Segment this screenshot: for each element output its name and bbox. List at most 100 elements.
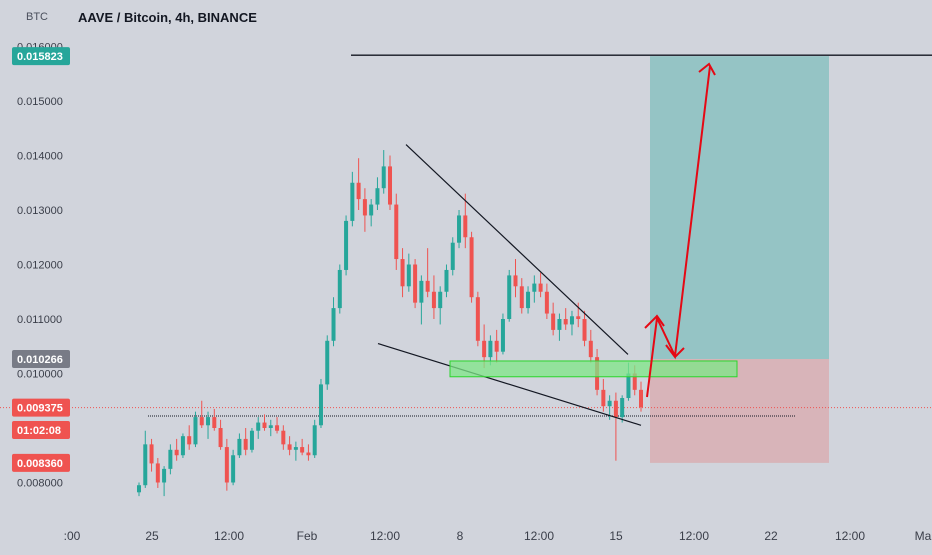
candle [425, 248, 430, 298]
candle-body [300, 447, 305, 453]
candle-body [419, 280, 424, 303]
candle-body [243, 438, 248, 450]
candle-body [563, 319, 568, 325]
candle-body [137, 485, 141, 493]
x-tick-label: 12:00 [214, 529, 244, 543]
price-tag[interactable]: 01:02:08 [12, 421, 70, 439]
candle [206, 411, 211, 439]
candle-body [331, 308, 336, 341]
price-tag[interactable]: 0.015823 [12, 47, 70, 66]
candle-body [463, 215, 468, 238]
candle-body [551, 313, 556, 330]
candle [155, 457, 160, 488]
candle [538, 272, 543, 298]
candle-body [507, 275, 512, 319]
candle-body [237, 438, 242, 456]
candle [344, 215, 349, 276]
candle-body [206, 417, 211, 426]
candle [300, 438, 305, 456]
candle-body [394, 204, 399, 260]
x-tick-label: Mar [915, 529, 932, 543]
candle-body [613, 400, 618, 418]
candle-body [199, 417, 204, 426]
candle [193, 411, 198, 448]
support-zone-box [449, 360, 738, 378]
candle-body [607, 400, 612, 407]
candle-body [388, 166, 392, 205]
candle-body [538, 283, 543, 292]
candle [532, 275, 537, 303]
candle [256, 417, 261, 439]
candle [563, 308, 568, 330]
price-tag[interactable]: 0.008360 [12, 453, 70, 472]
candle-body [588, 340, 593, 358]
candle-body [569, 316, 574, 325]
candle [419, 275, 424, 325]
x-tick-label: 25 [145, 529, 159, 543]
candle-body [400, 259, 405, 287]
candle-body [626, 373, 631, 399]
candle [639, 381, 643, 412]
candle [187, 425, 192, 450]
candle-body [482, 340, 487, 358]
candle [325, 335, 330, 390]
candle [331, 297, 336, 347]
candle [582, 310, 587, 347]
target-zone [650, 56, 829, 360]
candle-body [544, 291, 549, 314]
candle-body [193, 417, 198, 445]
candle-body [268, 425, 273, 428]
y-tick-label: 0.008000 [17, 478, 63, 490]
y-tick-label: 0.011000 [17, 314, 62, 326]
y-tick-label: 0.013000 [17, 205, 63, 217]
candle-body [601, 389, 606, 407]
candle [318, 378, 323, 428]
candle-body [143, 444, 148, 486]
price-tag-label: 0.015823 [17, 51, 63, 63]
price-tag-background [12, 421, 70, 439]
candle [500, 313, 505, 355]
candle [275, 417, 280, 434]
candle-body [293, 447, 298, 450]
candle-body [318, 384, 323, 426]
candle [475, 291, 480, 347]
price-tag[interactable]: 0.009375 [12, 398, 70, 417]
y-unit-label: BTC [26, 11, 48, 23]
arrowhead-target [698, 62, 716, 76]
candle [224, 438, 229, 491]
candle [369, 199, 374, 227]
x-tick-label: 22 [764, 529, 778, 543]
reference-lines [0, 54, 932, 417]
candle-body [187, 436, 192, 445]
candle-body [369, 204, 374, 216]
candle [388, 155, 392, 210]
candle [413, 259, 418, 309]
price-tag-label: 0.008360 [17, 458, 63, 470]
x-tick-label: 12:00 [370, 529, 400, 543]
candle-body [337, 269, 342, 309]
candle-body [162, 468, 167, 483]
candle [544, 283, 549, 319]
candle [507, 269, 512, 322]
time-axis[interactable]: :00 25 12:00 Feb 12:00 8 12:00 15 12:00 22 12:00 Ma… [64, 529, 932, 543]
price-tag-label: 0.010266 [17, 354, 63, 366]
candle [450, 237, 455, 276]
candle [513, 259, 518, 298]
candle-body [475, 297, 480, 341]
candle-body [155, 463, 160, 483]
candle [463, 193, 468, 249]
y-tick-label: 0.012000 [17, 260, 63, 272]
price-tag-background [12, 398, 70, 417]
price-tag[interactable]: 0.010266 [12, 350, 70, 369]
y-tick-label: 0.010000 [17, 369, 63, 381]
candle [381, 150, 386, 194]
candle [438, 286, 443, 325]
candle [199, 400, 204, 428]
projected-path-arrow [646, 65, 711, 398]
candle-body [519, 286, 524, 309]
candle-body [375, 188, 380, 205]
candle-body [180, 436, 185, 456]
price-axis[interactable]: 0.0160000.0150000.0140000.0130000.012000… [12, 42, 70, 490]
